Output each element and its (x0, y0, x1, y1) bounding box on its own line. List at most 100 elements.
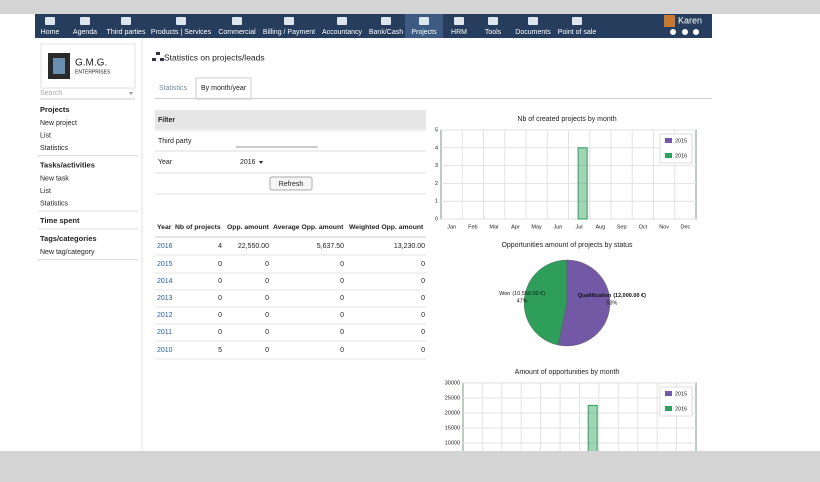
table-cell: 0 (340, 278, 344, 285)
legend-swatch (665, 153, 672, 158)
nav-icon[interactable] (121, 17, 131, 25)
nav-item[interactable]: Products | Services (151, 29, 212, 36)
nav-item[interactable]: Third parties (107, 29, 146, 36)
legend-label: 2015 (675, 391, 687, 397)
pie-percent: 53% (606, 300, 617, 306)
button-label[interactable]: Refresh (279, 181, 304, 188)
y-tick-label: 0 (435, 216, 438, 222)
legend-label: 2016 (675, 406, 687, 412)
user-avatar[interactable] (664, 15, 675, 27)
x-tick-label: Feb (468, 224, 477, 230)
nav-item[interactable]: Documents (515, 29, 551, 36)
menu-item[interactable]: New tag/category (40, 249, 95, 256)
menu-title[interactable]: Tasks/activities (40, 160, 95, 169)
table-cell: 0 (421, 347, 425, 354)
nav-icon[interactable] (454, 17, 464, 25)
table-cell: 0 (218, 295, 222, 302)
nav-item[interactable]: HRM (451, 29, 467, 36)
legend-label: 2016 (675, 153, 687, 159)
table-cell: 0 (340, 347, 344, 354)
user-name[interactable]: Karen (678, 15, 702, 25)
table-cell: 0 (265, 278, 269, 285)
x-tick-label: Oct (639, 224, 648, 230)
title-icon (152, 58, 156, 61)
nav-item[interactable]: Billing / Payment (263, 29, 315, 36)
pie-value: (10,550.00 €) (512, 292, 545, 298)
page-title: Statistics on projects/leads (164, 52, 265, 62)
year-link[interactable]: 2014 (157, 278, 173, 285)
table-cell: 0 (421, 312, 425, 319)
tab[interactable]: By month/year (201, 85, 247, 92)
x-tick-label: Aug (595, 224, 605, 230)
field-label: Third party (158, 138, 192, 145)
year-link[interactable]: 2012 (157, 312, 173, 319)
nav-icon[interactable] (176, 17, 186, 25)
menu-item[interactable]: List (40, 188, 51, 195)
nav-item[interactable]: Projects (411, 29, 437, 36)
nav-item[interactable]: Commercial (218, 29, 256, 36)
nav-icon[interactable] (232, 17, 242, 25)
table-cell: 0 (340, 295, 344, 302)
nav-icon[interactable] (337, 17, 347, 25)
x-tick-label: Nov (659, 224, 669, 230)
table-cell: 4 (218, 243, 222, 250)
table-cell: 5 (218, 347, 222, 354)
x-tick-label: Jan (447, 224, 456, 230)
nav-item[interactable]: Tools (485, 29, 502, 36)
filter-title: Filter (158, 117, 175, 124)
year-link[interactable]: 2013 (157, 295, 173, 302)
column-header: Weighted Opp. amount (349, 224, 424, 231)
menu-item[interactable]: List (40, 132, 51, 139)
table-cell: 0 (218, 312, 222, 319)
year-select[interactable]: 2016 (240, 159, 256, 166)
menu-item[interactable]: Statistics (40, 145, 69, 152)
search-input[interactable]: Search (40, 90, 62, 97)
nav-item[interactable]: Home (41, 29, 60, 36)
nav-icon[interactable] (381, 17, 391, 25)
y-tick-label: 1 (435, 199, 438, 205)
nav-icon[interactable] (528, 17, 538, 25)
x-tick-label: Apr (511, 224, 520, 230)
column-header: Nb of projects (175, 224, 221, 231)
nav-item[interactable]: Point of sale (558, 29, 597, 36)
menu-item[interactable]: New task (40, 175, 69, 182)
year-link[interactable]: 2015 (157, 261, 173, 268)
nav-tool-icon[interactable] (682, 29, 688, 35)
nav-icon[interactable] (419, 17, 429, 25)
pie-category: Won (499, 292, 510, 298)
table-cell: 0 (340, 312, 344, 319)
nav-icon[interactable] (80, 17, 90, 25)
nav-item[interactable]: Bank/Cash (369, 29, 403, 36)
table-cell: 0 (218, 329, 222, 336)
y-tick-label: 4 (435, 145, 438, 151)
table-cell: 0 (265, 261, 269, 268)
nav-item[interactable]: Agenda (73, 29, 97, 36)
menu-item[interactable]: New project (40, 120, 77, 127)
menu-title[interactable]: Time spent (40, 216, 80, 225)
menu-item[interactable]: Statistics (40, 200, 69, 207)
menu-title[interactable]: Projects (40, 105, 70, 114)
nav-icon[interactable] (45, 17, 55, 25)
year-link[interactable]: 2010 (157, 347, 173, 354)
logo-name: G.M.G. (75, 58, 107, 69)
table-cell: 0 (421, 295, 425, 302)
table-cell: 13,230.00 (394, 243, 425, 250)
nav-tool-icon[interactable] (670, 29, 676, 35)
table-cell: 0 (421, 278, 425, 285)
table-cell: 0 (421, 329, 425, 336)
x-tick-label: Dec (680, 224, 690, 230)
nav-icon[interactable] (572, 17, 582, 25)
nav-tool-icon[interactable] (693, 29, 699, 35)
bottom-band (0, 451, 820, 482)
nav-icon[interactable] (488, 17, 498, 25)
year-link[interactable]: 2011 (157, 329, 172, 336)
chart-title: Opportunities amount of projects by stat… (501, 242, 633, 249)
nav-icon[interactable] (284, 17, 294, 25)
year-link[interactable]: 2016 (157, 243, 173, 250)
x-tick-label: Jun (553, 224, 562, 230)
table-cell: 0 (218, 278, 222, 285)
menu-title[interactable]: Tags/categories (40, 234, 97, 243)
tab[interactable]: Statistics (159, 85, 188, 92)
nav-item[interactable]: Accountancy (322, 29, 363, 36)
